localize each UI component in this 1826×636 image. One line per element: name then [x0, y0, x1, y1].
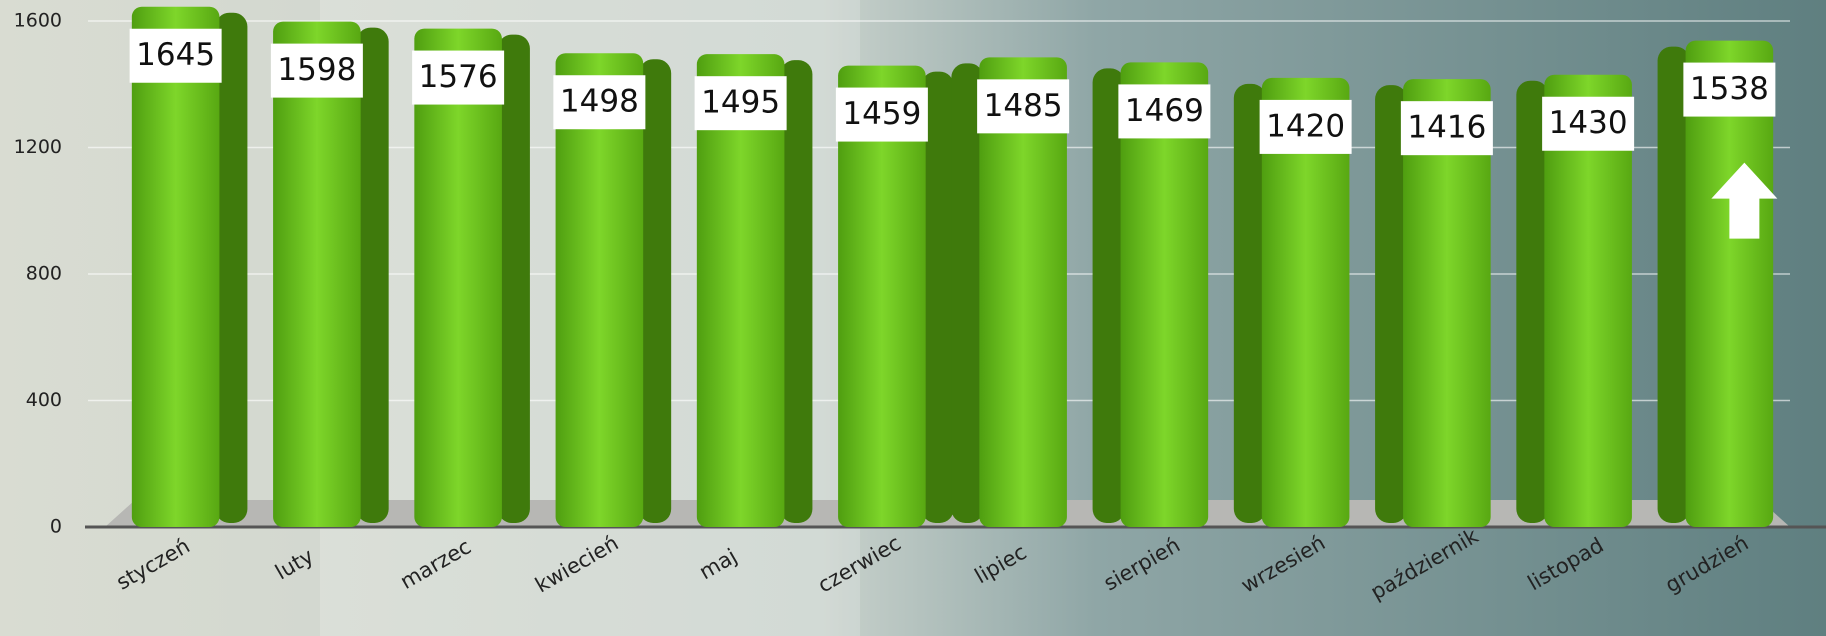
value-label: 1420 — [1266, 108, 1345, 144]
y-tick-label: 1600 — [14, 9, 62, 31]
value-label: 1459 — [842, 96, 921, 132]
y-tick-label: 800 — [26, 262, 62, 284]
value-label: 1495 — [701, 85, 780, 121]
value-label: 1538 — [1690, 71, 1769, 107]
bar-side — [498, 35, 530, 523]
value-label: 1645 — [136, 37, 215, 73]
value-label: 1469 — [1125, 93, 1204, 129]
value-label: 1498 — [560, 84, 639, 120]
chart: 0400800120016001645styczeń1598luty1576ma… — [0, 0, 1826, 636]
y-tick-label: 1200 — [14, 136, 62, 158]
y-tick-label: 0 — [50, 516, 62, 538]
y-tick-label: 400 — [26, 389, 62, 411]
bar — [132, 7, 220, 527]
page: 0400800120016001645styczeń1598luty1576ma… — [0, 0, 1826, 636]
bar-side — [357, 28, 389, 523]
value-label: 1416 — [1407, 110, 1486, 146]
value-label: 1485 — [984, 88, 1063, 124]
bar-side — [215, 13, 247, 523]
value-label: 1576 — [419, 59, 498, 95]
value-label: 1598 — [277, 52, 356, 88]
bar-side — [1658, 47, 1690, 523]
value-label: 1430 — [1549, 105, 1628, 141]
